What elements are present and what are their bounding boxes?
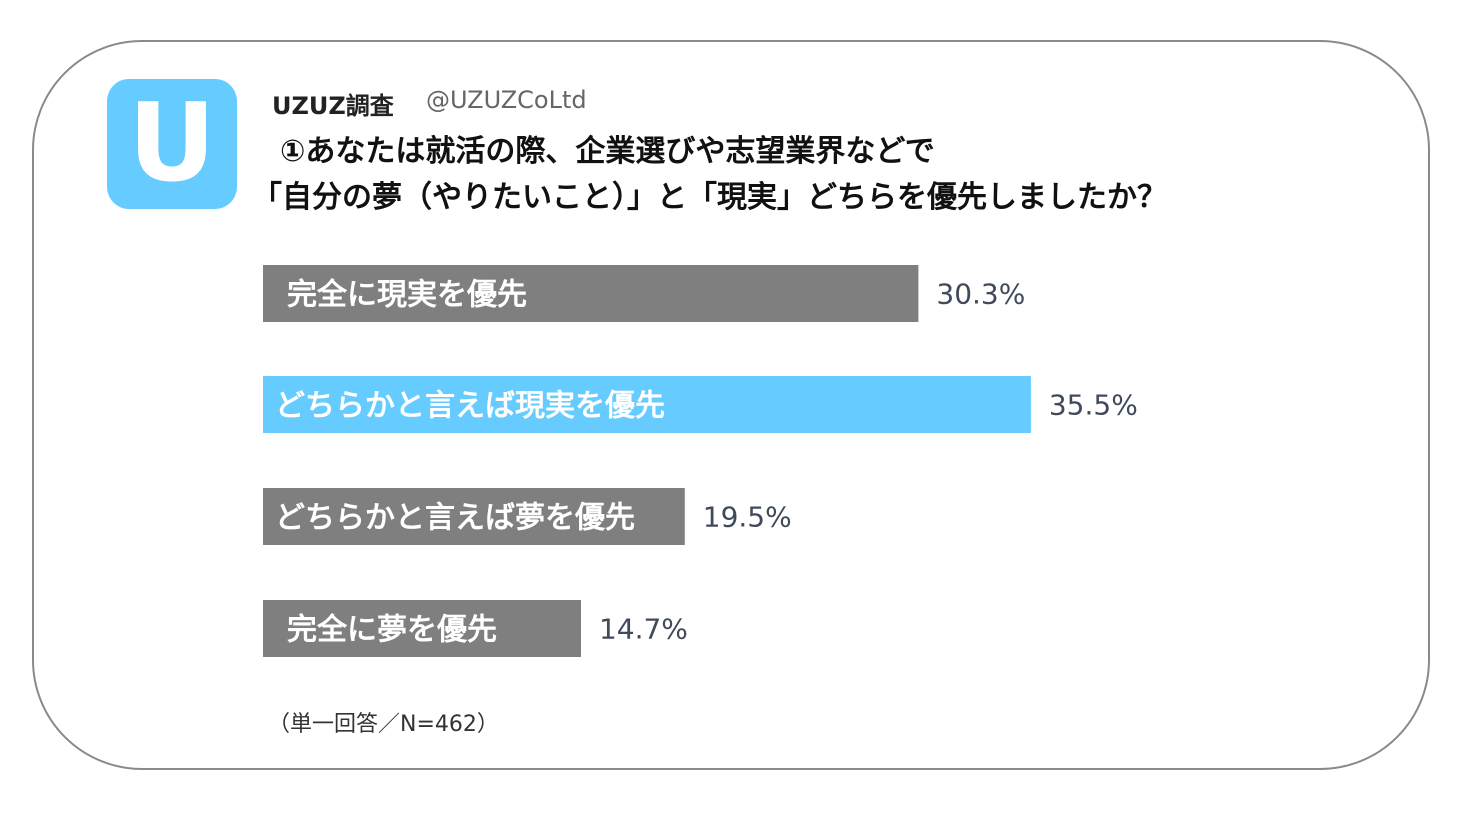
bar-4 — [263, 600, 581, 657]
question-line-1: ①あなたは就活の際、企業選びや志望業界などで — [280, 134, 935, 169]
bar-label-1: 完全に現実を優先 — [287, 278, 527, 313]
question-line-2: 「自分の夢（やりたいこと）」と「現実」どちらを優先しましたか？ — [252, 180, 1167, 215]
value-label-4: 14.7% — [599, 613, 688, 646]
bar-2 — [263, 376, 1031, 433]
account-handle[interactable]: @UZUZCoLtd — [426, 86, 587, 114]
value-label-1: 30.3% — [936, 278, 1025, 311]
bar-1 — [263, 265, 919, 322]
bar-3 — [263, 488, 685, 545]
value-label-3: 19.5% — [703, 501, 792, 534]
bar-label-3: どちらかと言えば夢を優先 — [275, 501, 635, 536]
bar-label-2: どちらかと言えば現実を優先 — [275, 389, 665, 424]
value-label-2: 35.5% — [1049, 389, 1138, 422]
avatar[interactable]: U — [107, 79, 237, 209]
bar-label-4: 完全に夢を優先 — [287, 613, 497, 648]
footnote: （単一回答／N=462） — [268, 712, 499, 737]
account-name[interactable]: UZUZ調査 — [272, 92, 394, 120]
